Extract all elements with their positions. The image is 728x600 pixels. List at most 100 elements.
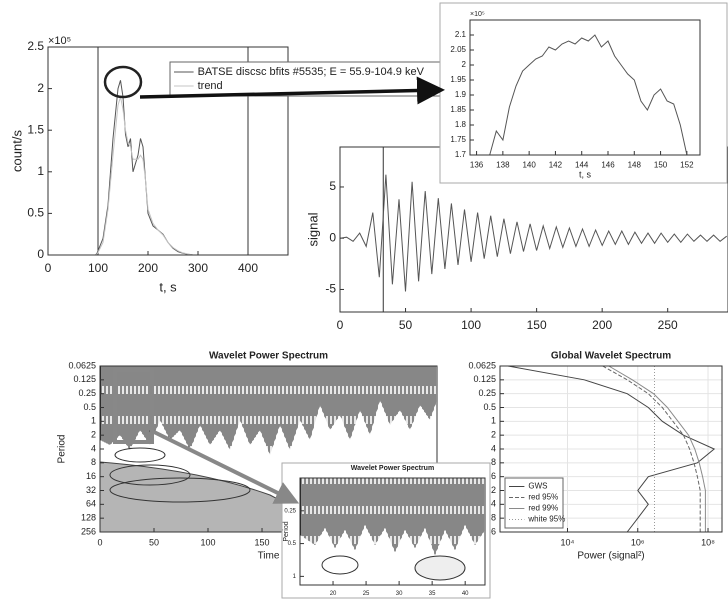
inset-frame bbox=[439, 2, 728, 184]
contour-region bbox=[99, 461, 341, 533]
plot-frame bbox=[499, 365, 723, 533]
y-axis-label: signal bbox=[305, 212, 320, 246]
plot-frame bbox=[469, 19, 701, 156]
chart-title: Global Wavelet Spectrum bbox=[551, 351, 671, 362]
y-tick-label: 0.0625 bbox=[68, 360, 96, 370]
contour bbox=[114, 447, 166, 463]
x-tick-label: 142 bbox=[549, 160, 563, 169]
plot-frame bbox=[47, 46, 289, 256]
y-tick-label: 2 bbox=[37, 81, 44, 95]
y-tick-label: 2.5 bbox=[27, 39, 44, 53]
legend-label: red 95% bbox=[528, 493, 558, 502]
y-tick-label: 2 bbox=[491, 430, 496, 440]
y-tick-label: 32 bbox=[486, 485, 496, 495]
x-tick-label: 25 bbox=[363, 591, 370, 597]
x-tick-label: 150 bbox=[255, 537, 270, 547]
y-tick-label: 1.5 bbox=[27, 122, 44, 136]
zoom-inset: 1.7 1.75 1.8 1.85 1.9 1.95 2 2.05 2.1 136 138 140 14… bbox=[439, 2, 728, 184]
y-tick-label: 0.25 bbox=[284, 508, 296, 514]
x-tick-label: 0 bbox=[45, 261, 52, 275]
y-tick-label: 5 bbox=[329, 179, 336, 193]
y-tick-label: 8 bbox=[91, 457, 96, 467]
x-tick-label: 0 bbox=[337, 318, 344, 332]
y-tick-label: 0.5 bbox=[288, 541, 297, 547]
x-axis-label: t, s bbox=[159, 279, 177, 294]
contour bbox=[109, 477, 251, 503]
y-tick-label: 0 bbox=[329, 230, 336, 244]
y-tick-label: 0.5 bbox=[27, 206, 44, 220]
y-tick-label: 2.1 bbox=[455, 30, 467, 39]
y-tick-label: 1.8 bbox=[455, 120, 467, 129]
highlight-box bbox=[113, 368, 154, 444]
x-tick-label: 50 bbox=[149, 537, 159, 547]
x-tick-label: 10⁸ bbox=[701, 537, 715, 547]
y-tick-label: 1 bbox=[91, 416, 96, 426]
contour-texture bbox=[300, 478, 485, 555]
series-line bbox=[339, 174, 728, 292]
x-tick-label: 100 bbox=[200, 537, 215, 547]
x-tick-label: 140 bbox=[522, 160, 536, 169]
x-tick-label: 150 bbox=[527, 318, 547, 332]
annotations bbox=[103, 65, 445, 504]
contour-texture bbox=[100, 366, 437, 455]
x-tick-label: 400 bbox=[238, 261, 258, 275]
series-line bbox=[507, 365, 716, 533]
y-tick-label: 2 bbox=[91, 430, 96, 440]
y-tick-label: 0.25 bbox=[78, 388, 96, 398]
x-tick-label: 200 bbox=[592, 318, 612, 332]
x-tick-label: 250 bbox=[658, 318, 678, 332]
y-tick-label: 8 bbox=[491, 457, 496, 467]
y-axis-label: Period bbox=[283, 521, 290, 541]
y-tick-label: 64 bbox=[86, 499, 96, 509]
x-tick-label: 40 bbox=[462, 591, 469, 597]
x-tick-label: 30 bbox=[396, 591, 403, 597]
x-tick-label: 10⁴ bbox=[561, 537, 575, 547]
x-tick-label: 300 bbox=[188, 261, 208, 275]
series-line bbox=[608, 365, 706, 532]
series-line bbox=[48, 80, 288, 256]
wavelet-inset: 0.25 0.5 1 20 25 30 35 40 Wavelet Power Spectrum… bbox=[281, 462, 491, 599]
contour bbox=[321, 555, 359, 575]
y-tick-label: 0.5 bbox=[483, 402, 496, 412]
chart-title: Wavelet Power Spectrum bbox=[209, 351, 328, 362]
x-tick-label: 200 bbox=[138, 261, 158, 275]
global-spectrum-panel: 0.06250.1250.250.5124816326412825610⁴10⁶… bbox=[468, 351, 723, 562]
highlight-circle bbox=[103, 65, 143, 99]
y-exponent: ×10⁵ bbox=[48, 35, 71, 47]
x-tick-label: 0 bbox=[97, 537, 102, 547]
series-line bbox=[48, 96, 288, 256]
x-tick-label: 150 bbox=[654, 160, 668, 169]
y-tick-label: 1.7 bbox=[455, 150, 467, 159]
legend-label: trend bbox=[198, 80, 223, 92]
x-tick-label: 144 bbox=[575, 160, 589, 169]
series-line bbox=[602, 365, 701, 532]
x-axis-label: Time bbox=[258, 551, 280, 562]
y-tick-label: 2 bbox=[462, 60, 467, 69]
y-tick-label: 4 bbox=[91, 443, 96, 453]
y-tick-label: 2.05 bbox=[450, 45, 466, 54]
y-tick-label: 1.75 bbox=[450, 135, 466, 144]
y-tick-label: 1 bbox=[491, 416, 496, 426]
legend-label: red 99% bbox=[528, 504, 558, 513]
y-tick-label: 1.9 bbox=[455, 90, 467, 99]
zoom-arrow bbox=[149, 428, 300, 504]
y-axis-label: count/s bbox=[9, 130, 24, 172]
x-tick-label: 146 bbox=[601, 160, 615, 169]
y-tick-label: 64 bbox=[486, 499, 496, 509]
x-tick-label: 10⁶ bbox=[631, 537, 645, 547]
x-tick-label: 100 bbox=[88, 261, 108, 275]
legend-label: GWS bbox=[528, 482, 547, 491]
legend-label: white 95% bbox=[527, 515, 565, 524]
x-tick-label: 20 bbox=[330, 591, 337, 597]
y-tick-label: 256 bbox=[81, 526, 96, 536]
y-tick-label: 0.125 bbox=[473, 374, 496, 384]
plot-frame bbox=[99, 365, 438, 533]
x-tick-label: 35 bbox=[429, 591, 436, 597]
y-tick-label: 1 bbox=[293, 574, 297, 580]
chart-title: Wavelet Power Spectrum bbox=[351, 465, 434, 472]
y-tick-label: 0.25 bbox=[478, 388, 496, 398]
y-tick-label: 32 bbox=[86, 485, 96, 495]
y-tick-label: 1.95 bbox=[450, 75, 466, 84]
y-tick-label: 128 bbox=[81, 513, 96, 523]
